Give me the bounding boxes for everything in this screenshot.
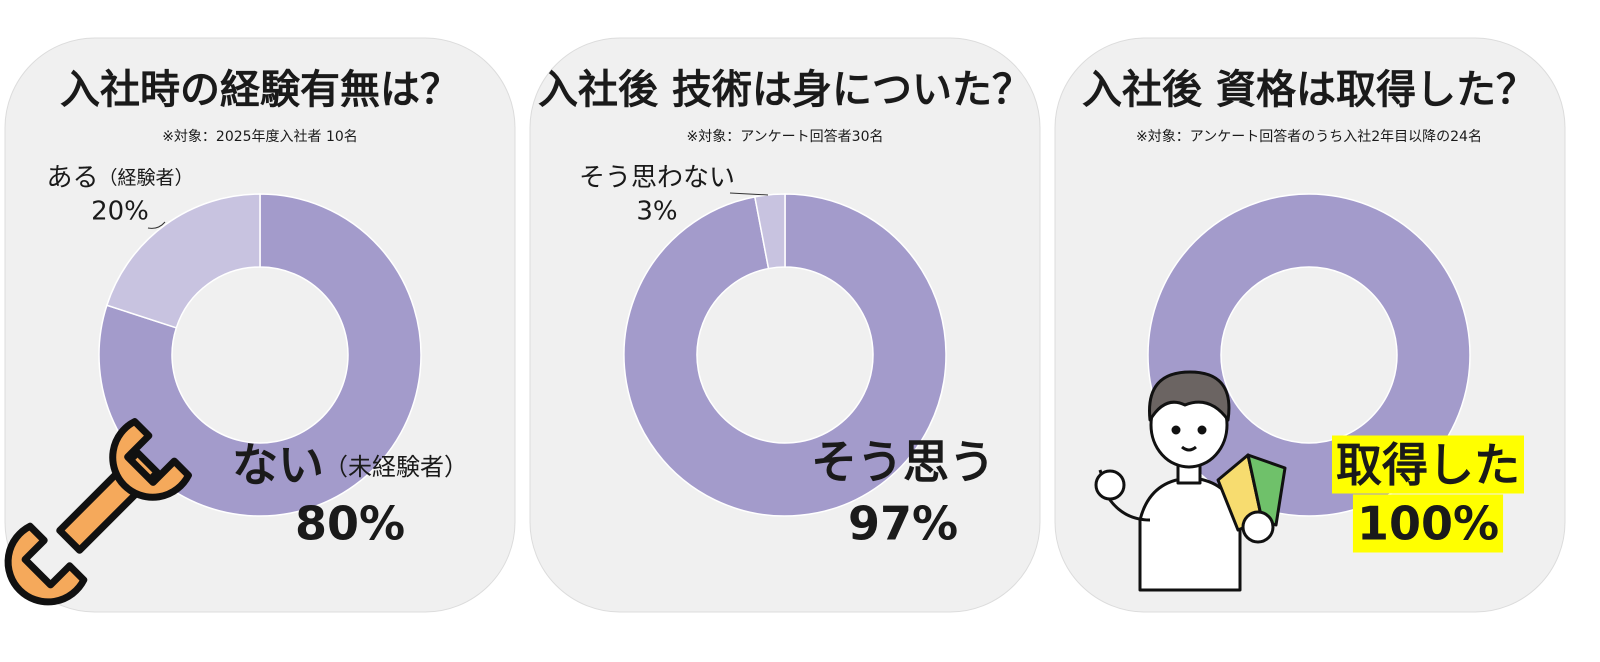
category-name: 取得した — [1336, 438, 1520, 492]
slice-label: そう思わない 3% — [579, 163, 769, 227]
category-name: そう思わない — [579, 163, 735, 193]
leader-line — [147, 221, 166, 229]
slice-label: そう思う 97% — [811, 435, 995, 551]
leader-line — [729, 192, 769, 196]
slice-label: ある（経験者） 20% — [46, 163, 194, 229]
charts: 入社時の経験有無は？※対象：2025年度入社者 10名ない（未経験者）80%ある… — [46, 67, 1536, 553]
chart-subtitle: ※対象：アンケート回答者のうち入社2年目以降の24名 — [1136, 128, 1482, 145]
wrench-illustration — [4, 418, 192, 606]
donut-slice — [623, 193, 947, 517]
chart-title: 入社後 資格は取得した？ — [1082, 67, 1536, 113]
category-label: 取得した — [1336, 438, 1520, 492]
value-label: 3% — [636, 197, 677, 227]
person-illustration — [1094, 370, 1287, 592]
chart-title: 入社時の経験有無は？ — [60, 67, 460, 113]
highlight — [1332, 435, 1524, 494]
value-label: 97% — [848, 497, 958, 551]
category-label: そう思う — [811, 435, 995, 489]
category-name: ある — [46, 163, 98, 193]
value-label: 20% — [91, 197, 149, 227]
chart-subtitle: ※対象：アンケート回答者30名 — [687, 128, 884, 145]
category-note: （経験者） — [99, 167, 194, 189]
donut-slice — [105, 193, 261, 329]
category-label: ない（未経験者） — [232, 438, 468, 492]
donut-slice — [98, 193, 422, 517]
value-label: 80% — [295, 497, 405, 551]
value-label: 100% — [1357, 497, 1499, 551]
category-label: そう思わない — [579, 163, 735, 193]
category-note: （未経験者） — [324, 453, 468, 481]
highlight — [1352, 494, 1504, 553]
slice-label: ない（未経験者）80% — [232, 438, 468, 551]
chart-title: 入社後 技術は身についた？ — [538, 67, 1032, 113]
chart-subtitle: ※対象：2025年度入社者 10名 — [162, 129, 358, 145]
panel — [529, 37, 1041, 613]
category-name: そう思う — [811, 435, 995, 489]
category-label: ある（経験者） — [46, 163, 193, 193]
category-name: ない — [232, 438, 324, 492]
